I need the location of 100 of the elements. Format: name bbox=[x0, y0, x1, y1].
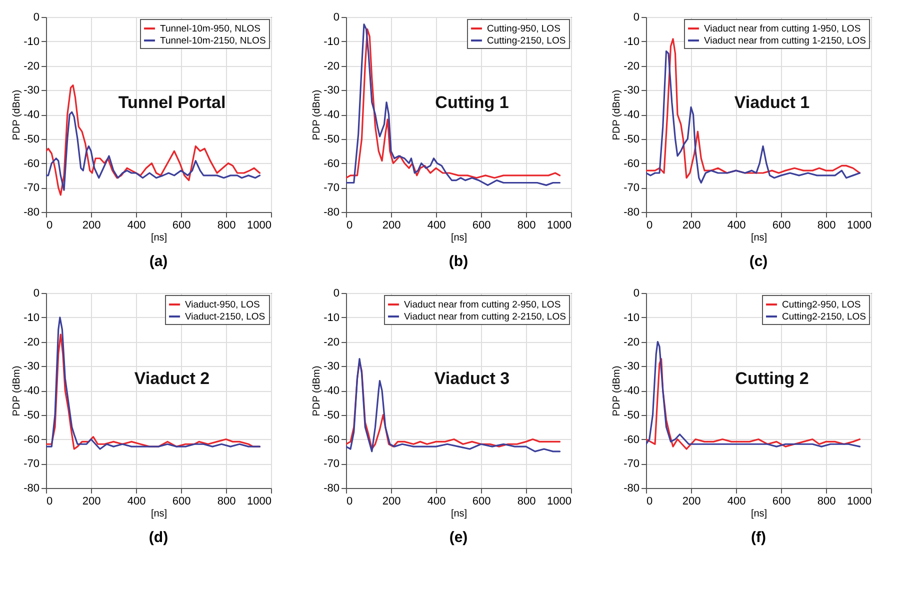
y-tick-label: -60 bbox=[324, 434, 340, 446]
y-tick-label: -20 bbox=[624, 336, 640, 348]
y-tick-label: -70 bbox=[24, 182, 40, 194]
x-tick-label: 0 bbox=[46, 220, 53, 232]
y-tick-label: -20 bbox=[324, 60, 340, 72]
y-tick-label: -50 bbox=[324, 133, 340, 146]
x-tick-label: 0 bbox=[646, 496, 653, 508]
y-tick-label: -70 bbox=[324, 182, 340, 194]
text: (d) bbox=[148, 529, 168, 546]
y-tick-label: -30 bbox=[24, 84, 40, 97]
x-axis-title: [ns] bbox=[450, 508, 468, 520]
x-tick-label: 600 bbox=[472, 220, 491, 232]
y-tick-label: -60 bbox=[24, 434, 40, 446]
legend-label: Tunnel-10m-950, NLOS bbox=[160, 24, 261, 34]
y-tick-label: -40 bbox=[624, 385, 640, 397]
legend-label: Viaduct-950, LOS bbox=[185, 300, 260, 310]
line-series bbox=[646, 340, 861, 448]
y-axis-title: PDP (dBm) bbox=[12, 366, 23, 416]
legend-label: Viaduct near from cutting 1-2150, LOS bbox=[704, 36, 866, 46]
x-axis-title: [ns] bbox=[750, 508, 768, 520]
x-tick-label: 600 bbox=[172, 496, 191, 508]
y-tick-label: -40 bbox=[624, 109, 640, 121]
x-tick-label: 600 bbox=[772, 220, 791, 232]
x-tick-label: 400 bbox=[427, 496, 446, 508]
y-tick-label: -30 bbox=[24, 360, 40, 373]
text: (a) bbox=[149, 253, 168, 270]
x-tick-label: 800 bbox=[217, 496, 236, 508]
x-axis-title: [ns] bbox=[450, 232, 468, 244]
y-tick-label: -20 bbox=[624, 60, 640, 72]
line-series bbox=[46, 111, 261, 191]
text: (b) bbox=[448, 253, 468, 270]
x-tick-label: 800 bbox=[517, 496, 536, 508]
x-tick-label: 0 bbox=[46, 496, 53, 508]
y-tick-label: -80 bbox=[24, 482, 40, 494]
x-tick-label: 1000 bbox=[847, 220, 872, 232]
x-tick-label: 200 bbox=[382, 220, 401, 232]
y-tick-label: -30 bbox=[324, 360, 340, 373]
y-tick-label: -80 bbox=[324, 482, 340, 494]
y-tick-label: -20 bbox=[24, 336, 40, 348]
y-tick-label: -70 bbox=[624, 182, 640, 194]
x-tick-label: 200 bbox=[682, 496, 701, 508]
y-tick-label: -10 bbox=[624, 36, 640, 48]
y-axis-title: PDP (dBm) bbox=[612, 90, 623, 140]
y-tick-label: -60 bbox=[24, 158, 40, 170]
y-tick-label: -40 bbox=[324, 385, 340, 397]
legend-label: Viaduct near from cutting 1-950, LOS bbox=[704, 24, 861, 34]
x-tick-label: 200 bbox=[82, 220, 101, 232]
legend-label: Cutting-950, LOS bbox=[487, 24, 560, 34]
annotation: Cutting 2 bbox=[735, 368, 809, 388]
line-series bbox=[646, 358, 861, 450]
y-tick-label: -10 bbox=[24, 312, 40, 324]
y-axis-title: PDP (dBm) bbox=[612, 366, 623, 416]
x-tick-label: 600 bbox=[472, 496, 491, 508]
y-tick-label: -10 bbox=[24, 36, 40, 48]
y-tick-label: -40 bbox=[24, 109, 40, 121]
y-axis-title: PDP (dBm) bbox=[312, 366, 323, 416]
y-tick-label: -30 bbox=[324, 84, 340, 97]
y-tick-label: -80 bbox=[324, 206, 340, 218]
y-tick-label: 0 bbox=[333, 288, 340, 300]
y-tick-label: -20 bbox=[24, 60, 40, 72]
annotation: Tunnel Portal bbox=[118, 92, 226, 112]
y-tick-label: -40 bbox=[24, 385, 40, 397]
y-tick-label: -10 bbox=[324, 312, 340, 324]
x-axis-title: [ns] bbox=[150, 508, 168, 520]
y-tick-label: -60 bbox=[324, 158, 340, 170]
y-tick-label: -70 bbox=[324, 458, 340, 470]
legend-label: Cutting-2150, LOS bbox=[487, 36, 566, 46]
y-tick-label: -40 bbox=[324, 109, 340, 121]
x-tick-label: 0 bbox=[346, 496, 353, 508]
x-tick-label: 200 bbox=[382, 496, 401, 508]
text: (f) bbox=[751, 529, 766, 546]
y-tick-label: -20 bbox=[324, 336, 340, 348]
y-tick-label: -80 bbox=[24, 206, 40, 218]
y-tick-label: 0 bbox=[633, 288, 640, 300]
text: (c) bbox=[749, 253, 768, 270]
y-tick-label: -30 bbox=[624, 84, 640, 97]
x-tick-label: 600 bbox=[172, 220, 191, 232]
x-tick-label: 1000 bbox=[847, 496, 872, 508]
annotation: Viaduct 2 bbox=[134, 368, 210, 388]
legend-label: Viaduct near from cutting 2-950, LOS bbox=[404, 300, 561, 310]
y-tick-label: 0 bbox=[33, 288, 40, 300]
x-tick-label: 1000 bbox=[547, 220, 572, 232]
x-tick-label: 600 bbox=[772, 496, 791, 508]
y-tick-label: -50 bbox=[624, 133, 640, 146]
x-tick-label: 400 bbox=[727, 220, 746, 232]
x-tick-label: 400 bbox=[727, 496, 746, 508]
annotation: Cutting 1 bbox=[435, 92, 509, 112]
y-tick-label: -50 bbox=[24, 133, 40, 146]
annotation: Viaduct 1 bbox=[734, 92, 810, 112]
y-axis-title: PDP (dBm) bbox=[312, 90, 323, 140]
y-tick-label: -80 bbox=[624, 206, 640, 218]
legend-label: Tunnel-10m-2150, NLOS bbox=[160, 36, 266, 46]
x-axis-title: [ns] bbox=[750, 232, 768, 244]
x-tick-label: 400 bbox=[127, 220, 146, 232]
x-tick-label: 800 bbox=[817, 496, 836, 508]
text: (e) bbox=[449, 529, 468, 546]
y-tick-label: 0 bbox=[333, 12, 340, 24]
y-tick-label: -60 bbox=[624, 434, 640, 446]
y-tick-label: 0 bbox=[633, 12, 640, 24]
y-tick-label: -10 bbox=[624, 312, 640, 324]
